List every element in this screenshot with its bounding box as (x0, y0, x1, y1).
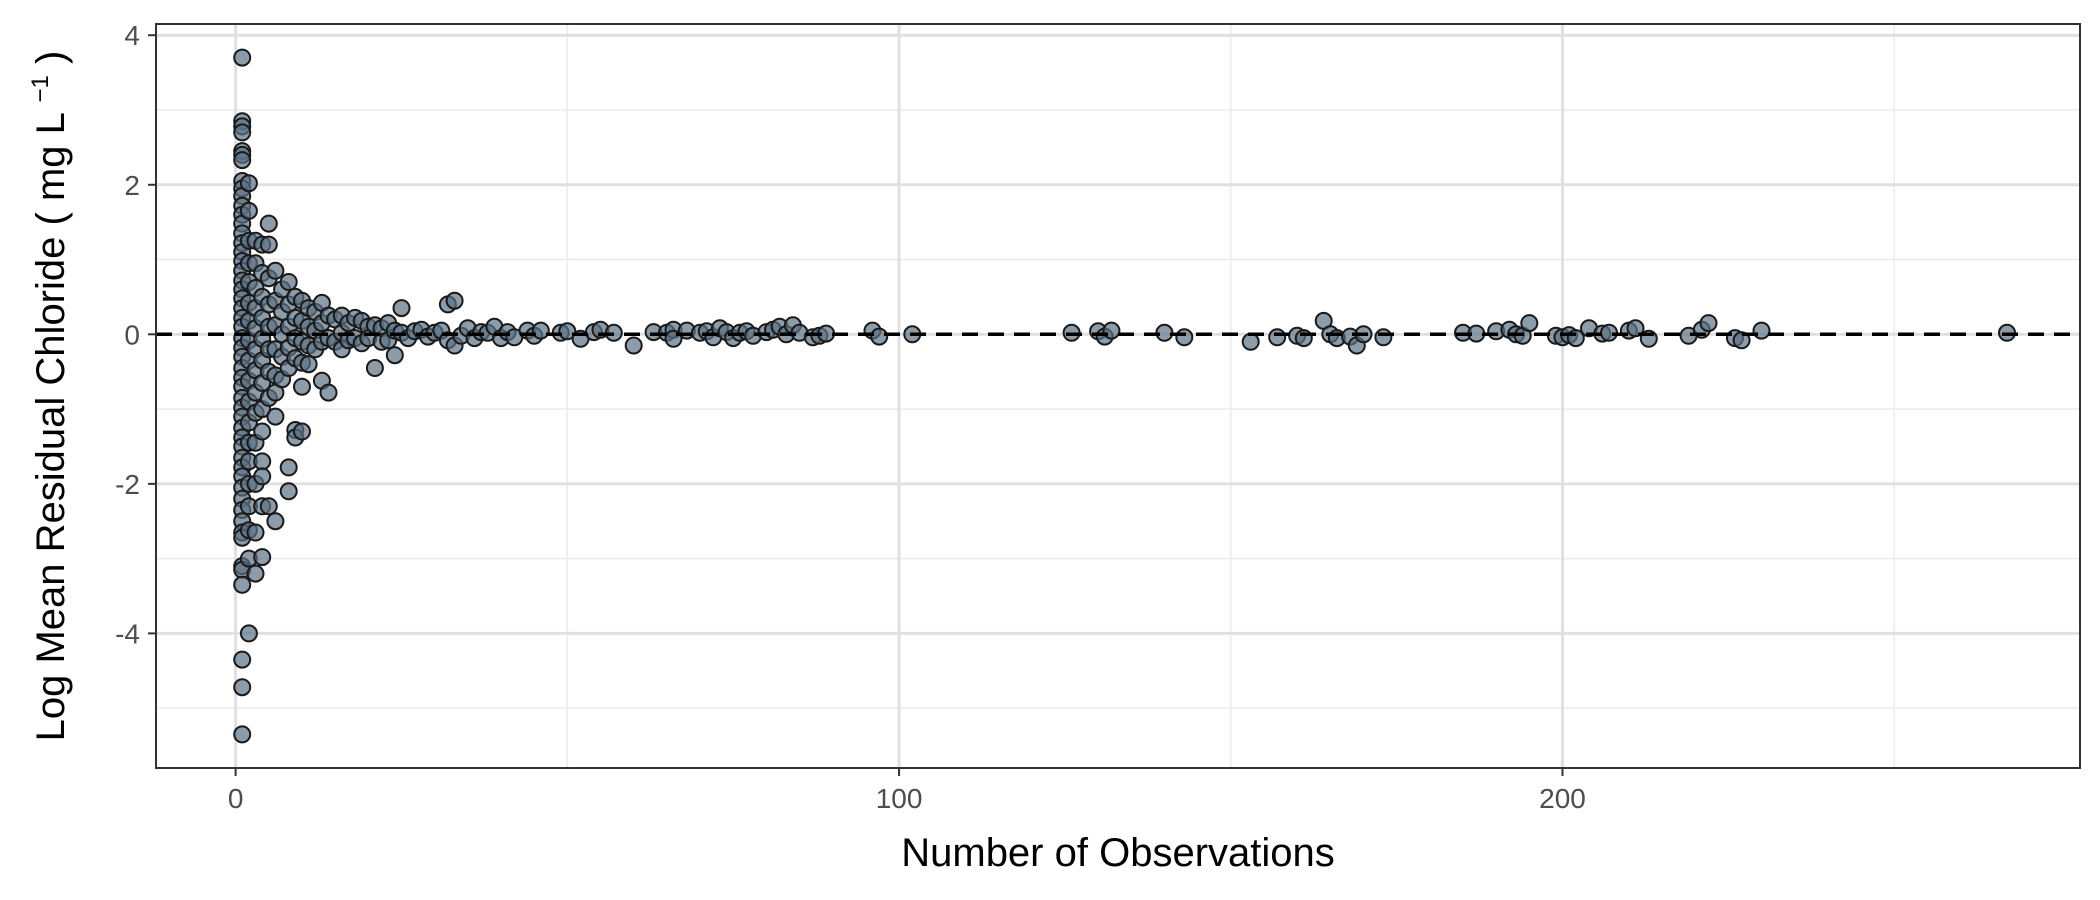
y-axis: -4 -2 0 2 4 (115, 20, 156, 649)
data-point-182 (445, 291, 464, 310)
y-axis-title: Log Mean Residual Chloride ( mg L −1 ) (13, 51, 73, 742)
data-point-123 (279, 458, 298, 477)
data-point-47 (233, 575, 252, 594)
data-point-111 (266, 407, 285, 426)
data-point-104 (259, 497, 278, 516)
y-axis-title-open-paren: ( (29, 211, 73, 225)
x-axis-title: Number of Observations (901, 831, 1335, 875)
data-point-50 (233, 725, 252, 744)
data-point-165 (365, 359, 384, 377)
data-point-6 (233, 151, 252, 170)
y-axis-title-unit: mg L (29, 113, 73, 201)
y-tick-label-2: 0 (124, 319, 140, 350)
data-point-150 (319, 383, 338, 402)
y-axis-title-text: Log Mean Residual Chloride (29, 237, 73, 742)
data-point-93 (253, 467, 272, 486)
data-point-3 (233, 123, 252, 142)
data-point-91 (253, 422, 272, 441)
y-axis-title-unit-exponent: −1 (27, 75, 54, 102)
data-point-171 (385, 346, 404, 365)
data-point-95 (253, 548, 272, 567)
data-point-136 (293, 422, 311, 441)
data-point-96 (259, 214, 278, 233)
data-point-252 (1520, 314, 1539, 333)
data-point-81 (246, 523, 265, 542)
data-point-140 (299, 355, 318, 374)
x-tick-label-1: 100 (876, 783, 923, 814)
data-point-172 (392, 299, 411, 318)
data-point-267 (1732, 331, 1751, 350)
plot-panel (156, 24, 2080, 768)
data-point-82 (246, 564, 265, 583)
data-point-238 (1294, 329, 1313, 348)
data-point-48 (233, 650, 252, 669)
data-point-236 (1268, 328, 1287, 347)
data-point-234 (1175, 328, 1194, 347)
data-point-261 (1626, 319, 1645, 338)
data-point-105 (266, 261, 285, 280)
data-point-268 (1752, 321, 1771, 340)
x-axis: 0 100 200 (228, 768, 1586, 814)
data-point-195 (531, 321, 550, 340)
data-point-92 (253, 452, 272, 471)
data-point-112 (266, 512, 285, 531)
minor-gridlines (156, 24, 2080, 768)
data-point-0 (233, 48, 252, 67)
data-point-245 (1374, 328, 1393, 347)
data-point-49 (233, 678, 252, 697)
data-point-124 (279, 482, 298, 501)
data-point-227 (870, 327, 889, 346)
data-point-52 (239, 201, 258, 220)
data-point-235 (1241, 332, 1260, 351)
data-point-265 (1699, 314, 1718, 333)
data-point-118 (279, 273, 298, 291)
plot-border (155, 23, 2081, 769)
y-tick-label-1: -2 (115, 469, 140, 500)
data-point-51 (239, 174, 258, 193)
data-point-97 (259, 235, 278, 254)
x-tick-label-2: 200 (1539, 783, 1586, 814)
data-point-197 (558, 322, 577, 341)
y-tick-label-4: 4 (124, 20, 140, 51)
data-point-232 (1102, 321, 1121, 340)
y-axis-title-close-paren: ) (29, 51, 73, 64)
y-tick-label-3: 2 (124, 170, 140, 201)
data-point-202 (624, 336, 643, 355)
data-point-135 (293, 377, 311, 396)
y-tick-label-0: -4 (115, 618, 140, 649)
data-point-69 (239, 624, 258, 643)
x-tick-label-0: 0 (228, 783, 244, 814)
